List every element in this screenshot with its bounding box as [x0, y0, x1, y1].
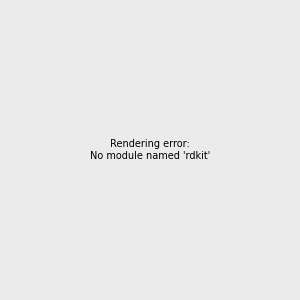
Text: Rendering error:
No module named 'rdkit': Rendering error: No module named 'rdkit': [90, 139, 210, 161]
